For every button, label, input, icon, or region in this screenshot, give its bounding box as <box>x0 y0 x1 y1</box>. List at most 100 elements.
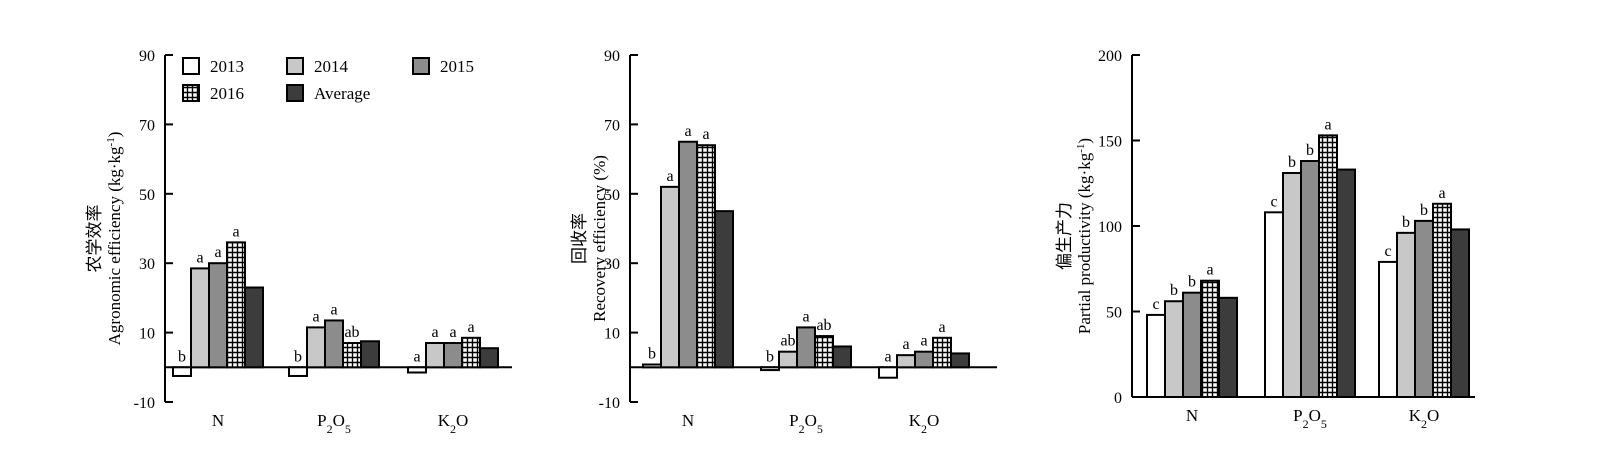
legend-swatch-2014 <box>286 57 304 75</box>
y-axis-label-cn: 偏生产力 <box>1055 202 1074 270</box>
legend-swatch-2013 <box>182 57 200 75</box>
legend-label: 2014 <box>314 57 349 76</box>
x-category-label: P2O5 <box>789 411 823 436</box>
bar-average <box>950 352 970 369</box>
y-tick-label: 30 <box>139 256 155 273</box>
bar-2013 <box>288 366 308 377</box>
bar-2015 <box>1300 160 1320 398</box>
x-category-label-part: N <box>1186 406 1198 425</box>
significance-letter: a <box>312 308 319 325</box>
significance-letter: a <box>802 308 809 325</box>
y-tick-label: 70 <box>139 117 155 134</box>
significance-letter: a <box>330 301 337 318</box>
bar-2015 <box>1182 291 1202 398</box>
bar-2013 <box>407 366 427 374</box>
bar-2014 <box>1282 171 1302 398</box>
significance-letter: b <box>1188 274 1196 291</box>
x-category-label-part: 5 <box>817 422 823 436</box>
y-tick-label: 10 <box>139 326 155 343</box>
y-tick-label: 150 <box>1098 134 1122 151</box>
x-category-label-part: 5 <box>1321 417 1327 431</box>
significance-letter: b <box>178 348 186 365</box>
significance-letter: c <box>1384 243 1391 260</box>
y-tick-label: -10 <box>599 395 620 412</box>
bar-2014 <box>1396 231 1416 398</box>
y-tick-label: 30 <box>604 256 620 273</box>
x-category-label-part: P <box>1293 406 1302 425</box>
bar-2013 <box>642 363 662 369</box>
x-category-label-part: K <box>438 411 451 430</box>
x-category-label-part: 5 <box>345 422 351 436</box>
x-category-label: N <box>682 411 694 430</box>
bar-2014 <box>190 267 210 369</box>
bar-average <box>1336 168 1356 398</box>
bar-2016 <box>226 241 246 369</box>
y-axis-label: 回收率Recovery efficiency (%) <box>570 155 609 322</box>
significance-letter: a <box>902 336 909 353</box>
y-axis-label-en: Partial productivity (kg·kg <box>1075 152 1094 334</box>
bar-2013 <box>172 366 192 377</box>
x-category-label-part: 2 <box>327 422 333 436</box>
bar-2015 <box>914 350 934 369</box>
y-tick-label: 0 <box>1114 390 1122 407</box>
x-category-label-part: P <box>317 411 326 430</box>
legend-label: 2016 <box>210 84 244 103</box>
chart-panel-recovery-efficiency: -10 10 30 50 70 90 回收率Recovery efficiency (%) b… <box>570 48 997 436</box>
significance-letter: b <box>1288 154 1296 171</box>
bar-2014 <box>425 342 445 369</box>
significance-letter: a <box>232 223 239 240</box>
y-tick-label: 10 <box>604 326 620 343</box>
y-axis-label-end: ) <box>1075 138 1094 144</box>
x-category-label: K2O <box>1409 406 1440 431</box>
significance-letter: a <box>431 324 438 341</box>
legend-swatch-average <box>286 84 304 102</box>
significance-letter: b <box>294 348 302 365</box>
x-category-label: P2O5 <box>317 411 351 436</box>
x-category-label-part: P <box>789 411 798 430</box>
significance-letter: a <box>1438 185 1445 202</box>
significance-letter: c <box>1152 296 1159 313</box>
significance-letter: c <box>1270 193 1277 210</box>
bar-2013 <box>1146 313 1166 399</box>
legend-label: Average <box>314 84 370 103</box>
legend-label: 2015 <box>440 57 474 76</box>
legend: 2013 2014 2015 2016 Average <box>182 57 474 103</box>
bar-2013 <box>1378 260 1398 398</box>
bar-2016 <box>814 335 834 369</box>
y-tick-label: 50 <box>604 187 620 204</box>
significance-letter: ab <box>780 333 795 350</box>
bar-2015 <box>324 319 344 369</box>
x-category-label: K2O <box>438 411 469 436</box>
y-tick-label: 90 <box>139 48 155 65</box>
y-axis-label-end: ) <box>105 132 124 138</box>
x-category-label-part: 2 <box>799 422 805 436</box>
x-category-label-part: 2 <box>921 422 927 436</box>
legend-swatch-2015 <box>412 57 430 75</box>
y-tick-label: 50 <box>1106 305 1122 322</box>
bar-2016 <box>1318 134 1338 398</box>
significance-letter: b <box>1306 142 1314 159</box>
legend-swatch-2016 <box>182 84 200 102</box>
bar-average <box>360 340 380 369</box>
x-category-label-part: K <box>1409 406 1422 425</box>
y-axis-label-en: Recovery efficiency (%) <box>590 155 609 322</box>
bar-2016 <box>461 336 481 369</box>
significance-letter: a <box>702 126 709 143</box>
significance-letter: a <box>196 249 203 266</box>
bar-2013 <box>878 366 898 379</box>
significance-letter: b <box>1170 282 1178 299</box>
bar-average <box>1450 228 1470 398</box>
y-tick-label: 100 <box>1098 219 1122 236</box>
bar-average <box>479 347 499 369</box>
y-axis-label-en: Agronomic efficiency (kg·kg <box>105 146 124 345</box>
x-category-label-part: N <box>212 411 224 430</box>
x-category-label-part: O <box>805 411 817 430</box>
y-axis-label: 农学效率Agronomic efficiency (kg·kg-1) <box>85 132 124 346</box>
x-category-label-part: O <box>456 411 468 430</box>
x-category-label: P2O5 <box>1293 406 1327 431</box>
bar-2015 <box>443 342 463 369</box>
significance-letter: a <box>467 319 474 336</box>
x-category-label-part: N <box>682 411 694 430</box>
chart-panel-partial-productivity: 0 50 100 150 200 偏生产力Partial productivity (kg… <box>1055 48 1475 431</box>
